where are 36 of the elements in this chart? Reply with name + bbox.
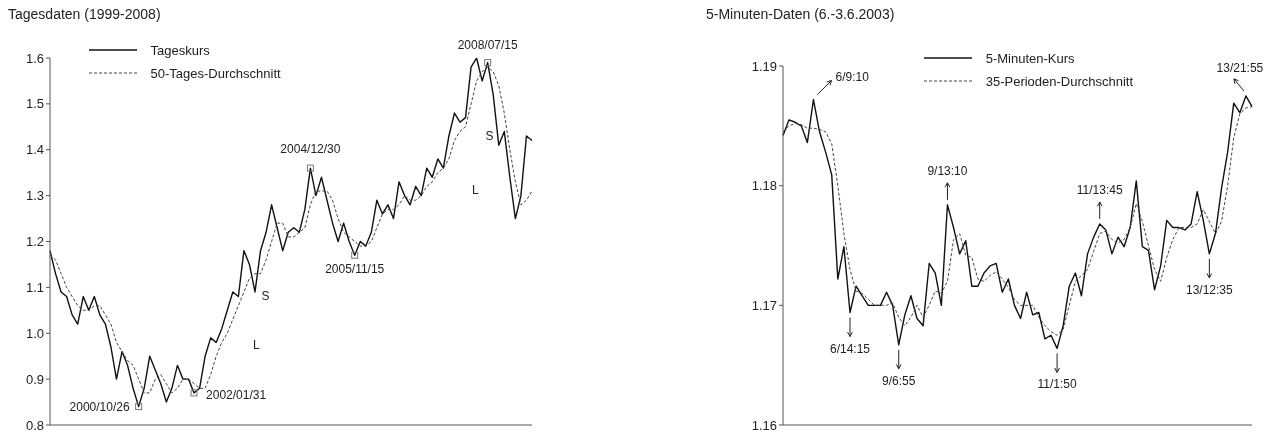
annotation: 9/13:10 [927,163,968,178]
annotation: L [253,337,261,352]
annotation: S [261,289,270,304]
y-tick-label: 1.5 [25,96,44,112]
y-tick-label: 0.9 [25,371,44,387]
y-tick-label: 0.8 [25,417,44,433]
legend-label: 5-Minuten-Kurs [985,50,1075,66]
text: 2008/07/15 [457,37,519,52]
y-tick-label: 1.18 [751,178,777,194]
annotation: 6/9:10 [835,69,870,84]
y-tick-label: 1.3 [25,188,44,204]
annotation: 2000/10/26 [69,399,130,414]
annotation: L [472,183,480,198]
annotation: 6/14:15 [829,341,871,356]
legend-label: 50-Tages-Durchschnitt [150,65,281,81]
y-tick-label: 1.2 [25,234,44,250]
y-tick-label: 1.0 [25,325,44,341]
annotation: 9/6:55 [882,373,916,388]
annotation: S [485,128,494,143]
y-tick-label: 1.17 [751,297,777,313]
y-tick-label: 1.19 [751,58,777,74]
chart-title: 5-Minuten-Daten (6.-3.6.2003) [706,6,895,22]
annotation: 11/1:50 [1037,377,1077,392]
y-tick-label: 1.6 [25,50,44,66]
annotation: 11/13:45 [1076,182,1123,197]
legend-label: Tageskurs [150,42,210,58]
annotation: 13/21:55 [1216,60,1264,75]
y-tick-label: 1.1 [25,279,44,295]
annotation: 13/12:35 [1186,282,1234,297]
y-tick-label: 1.4 [25,142,44,158]
annotation: 2002/01/31 [206,387,267,402]
legend-label: 35-Perioden-Durchschnitt [985,73,1134,89]
annotation: 2004/12/30 [280,142,341,157]
chart-title: Tagesdaten (1999-2008) [8,6,161,22]
y-tick-label: 1.16 [751,417,777,433]
annotation: 2005/11/15 [325,262,385,277]
